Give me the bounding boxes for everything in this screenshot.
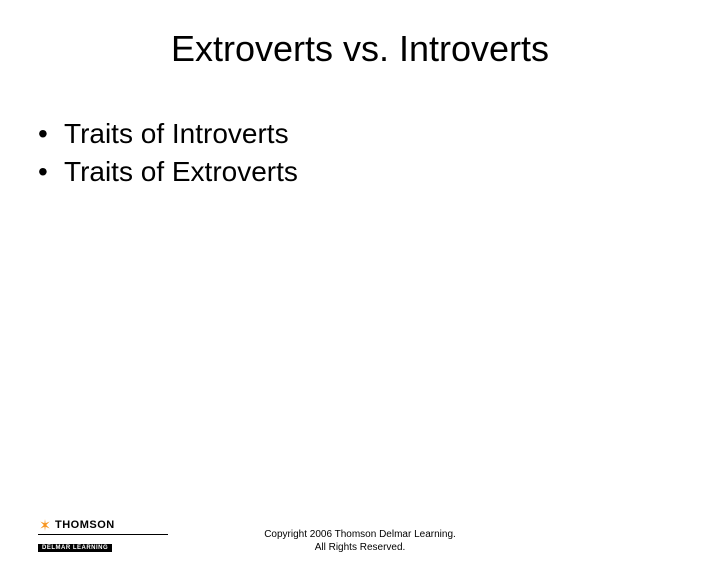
publisher-logo: THOMSON DELMAR LEARNING: [38, 518, 168, 554]
logo-brand-bottom: DELMAR LEARNING: [38, 544, 112, 552]
star-icon: [38, 518, 52, 532]
bullet-text: Traits of Introverts: [64, 118, 289, 150]
bullet-item: • Traits of Extroverts: [38, 156, 720, 188]
slide-footer: THOMSON DELMAR LEARNING Copyright 2006 T…: [0, 528, 720, 554]
logo-top-row: THOMSON: [38, 518, 168, 532]
bullet-text: Traits of Extroverts: [64, 156, 298, 188]
bullet-marker: •: [38, 158, 64, 186]
logo-divider: [38, 534, 168, 535]
logo-brand-top: THOMSON: [55, 519, 115, 531]
slide-title: Extroverts vs. Introverts: [0, 28, 720, 70]
bullet-marker: •: [38, 120, 64, 148]
bullet-item: • Traits of Introverts: [38, 118, 720, 150]
slide-body: • Traits of Introverts • Traits of Extro…: [38, 118, 720, 188]
